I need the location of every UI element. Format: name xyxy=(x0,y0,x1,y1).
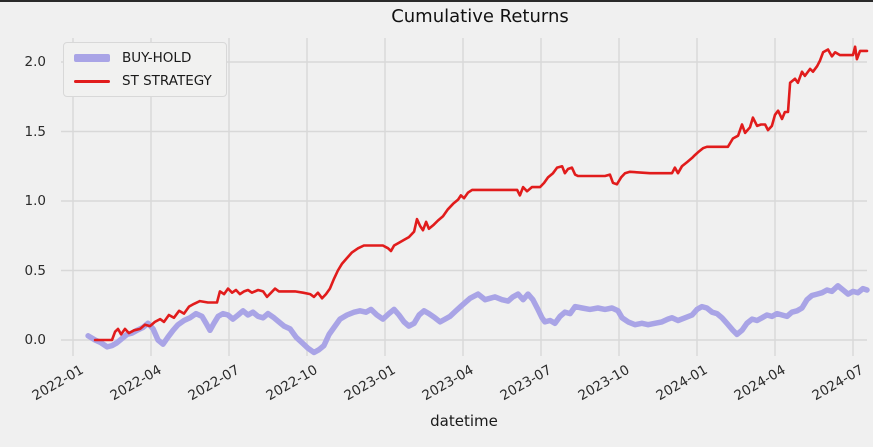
legend-label-st-strategy: ST STRATEGY xyxy=(122,73,212,89)
legend: BUY-HOLD ST STRATEGY xyxy=(63,42,227,97)
x-axis-label: datetime xyxy=(430,412,498,430)
series-line-st-strategy xyxy=(93,45,869,342)
chart-title: Cumulative Returns xyxy=(391,6,569,27)
series-line-buy-hold xyxy=(85,283,870,356)
y-tick-label: 2.0 xyxy=(24,54,46,70)
y-tick-label: 0.5 xyxy=(24,262,46,279)
y-tick-label: 1.0 xyxy=(24,193,46,209)
buy-hold-line-swatch-icon xyxy=(74,54,110,62)
legend-label-buy-hold: BUY-HOLD xyxy=(122,50,192,66)
legend-entry-st-strategy: ST STRATEGY xyxy=(74,73,212,89)
y-tick-label: 0.0 xyxy=(24,332,46,348)
legend-entry-buy-hold: BUY-HOLD xyxy=(74,50,212,66)
st-strategy-line-swatch-icon xyxy=(74,79,110,83)
window-top-edge xyxy=(0,0,873,2)
y-tick-label: 1.5 xyxy=(24,123,46,140)
